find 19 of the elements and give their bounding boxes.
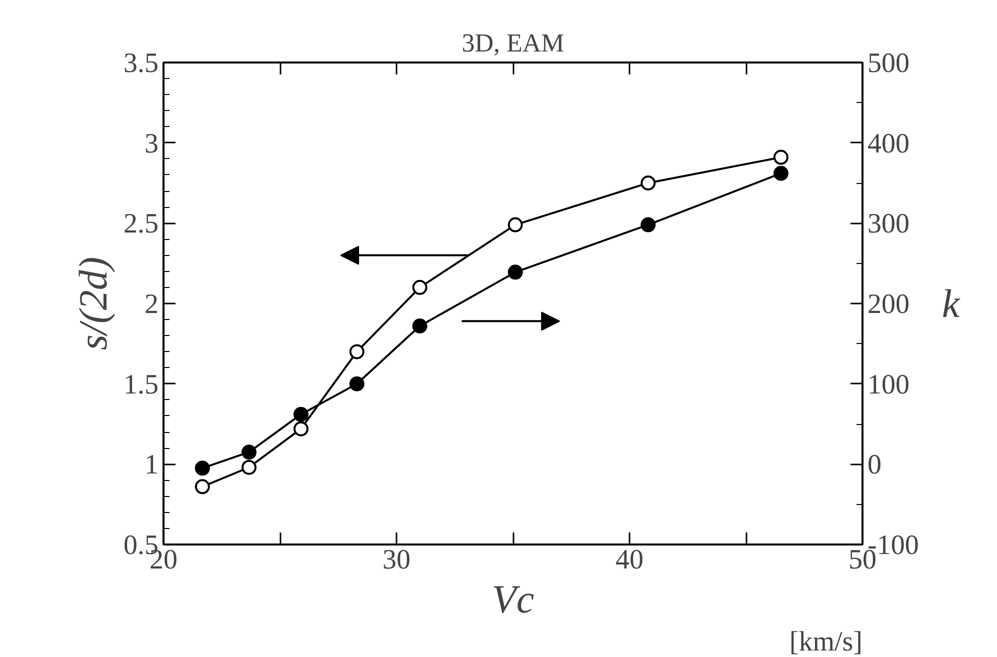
y2-tick-label: 300 — [868, 208, 910, 240]
y-tick-label: 1 — [144, 450, 158, 481]
y-tick-label: 1.5 — [124, 369, 158, 400]
y-tick-label: 3 — [144, 128, 158, 160]
y2-tick-label: 500 — [868, 48, 910, 79]
text: [km/s] — [789, 626, 863, 657]
y-tick-label: 2.5 — [124, 208, 158, 240]
y2-tick-label: 400 — [868, 128, 910, 160]
y2-tick-label: 0 — [868, 450, 882, 481]
y-axis-title: s/(2d) — [70, 256, 116, 350]
chart-title: 3D, EAM — [462, 28, 564, 58]
y2-tick-label: 200 — [868, 289, 910, 320]
y-tick-label: 3.5 — [124, 48, 158, 79]
x-tick-label: 40 — [616, 544, 644, 576]
y-tick-label: 2 — [144, 289, 158, 320]
y2-axis-title: k — [942, 281, 961, 326]
y2-tick-label: 100 — [868, 369, 910, 400]
x-axis-title: Vc — [492, 576, 534, 622]
x-tick-label: 30 — [382, 544, 410, 576]
